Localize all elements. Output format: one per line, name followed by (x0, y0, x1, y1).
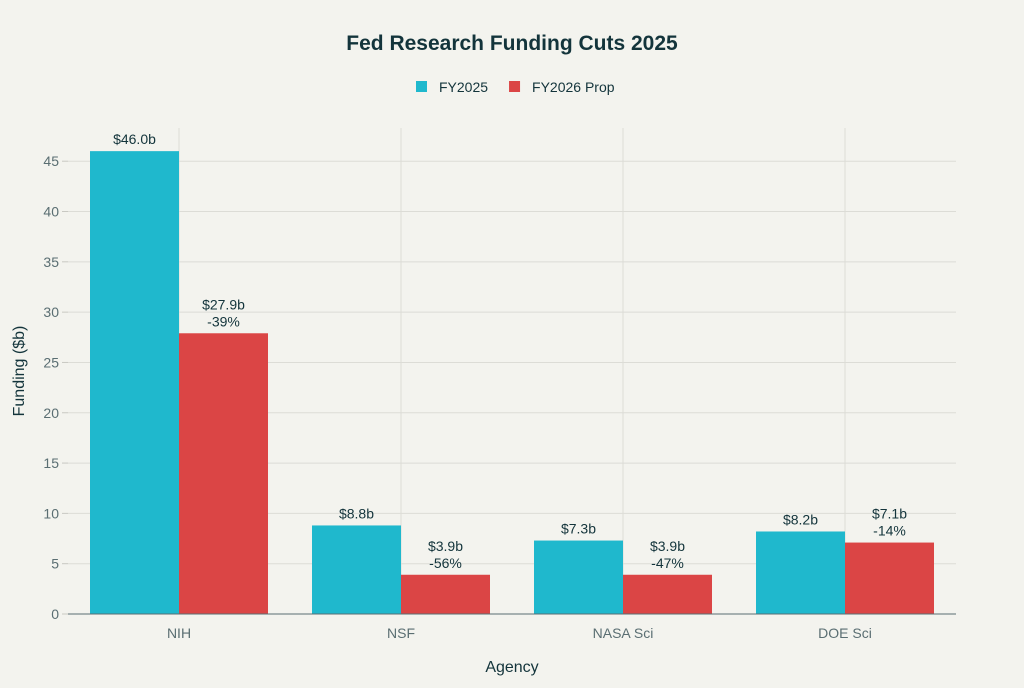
y-tick-label: 40 (43, 204, 59, 220)
data-label: $46.0b (113, 131, 156, 147)
bar-fy2025 (90, 151, 179, 614)
data-label: -47% (651, 555, 684, 571)
data-label: $7.1b (872, 506, 907, 522)
bar-fy2026-prop (179, 333, 268, 614)
data-label: $8.2b (783, 511, 818, 527)
data-label: $8.8b (339, 505, 374, 521)
y-tick-label: 30 (43, 304, 59, 320)
legend-swatch (509, 81, 521, 92)
x-tick-label: NIH (167, 625, 191, 641)
data-label: -39% (207, 313, 240, 329)
bar-fy2026-prop (623, 574, 712, 614)
bar-fy2026-prop (845, 542, 934, 614)
y-tick-label: 35 (43, 254, 59, 270)
data-label: $27.9b (202, 296, 245, 312)
legend: FY2025 FY2026 Prop (416, 79, 615, 95)
bar-fy2026-prop (401, 574, 490, 614)
legend-label[interactable]: FY2025 (439, 79, 488, 95)
data-label: $3.9b (650, 538, 685, 554)
data-label: -56% (429, 555, 462, 571)
x-tick-label: DOE Sci (818, 625, 872, 641)
data-label: -14% (873, 523, 906, 539)
bar-fy2025 (756, 531, 845, 614)
y-tick-label: 20 (43, 405, 59, 421)
y-tick-label: 10 (43, 505, 59, 521)
y-tick-label: 0 (51, 606, 59, 622)
y-tick-label: 25 (43, 354, 59, 370)
chart-title: Fed Research Funding Cuts 2025 (346, 32, 678, 55)
data-label: $7.3b (561, 521, 596, 537)
y-tick-label: 45 (43, 153, 59, 169)
legend-swatch (416, 81, 427, 92)
data-label: $3.9b (428, 538, 463, 554)
x-tick-label: NASA Sci (593, 625, 654, 641)
legend-label[interactable]: FY2026 Prop (532, 79, 615, 95)
bar-fy2025 (534, 540, 623, 614)
bars: $46.0b$8.8b$7.3b$8.2b$27.9b-39%$3.9b-56%… (90, 131, 934, 614)
x-axis-label: Agency (485, 659, 538, 676)
y-tick-label: 5 (51, 556, 59, 572)
y-tick-label: 15 (43, 455, 59, 471)
axes: 0 5 10 15 20 25 30 35 40 45 NIH NSF NASA Sci DOE Sci (43, 153, 956, 641)
y-axis-label: Funding ($b) (11, 326, 28, 417)
bar-fy2025 (312, 525, 401, 614)
x-tick-label: NSF (387, 625, 415, 641)
